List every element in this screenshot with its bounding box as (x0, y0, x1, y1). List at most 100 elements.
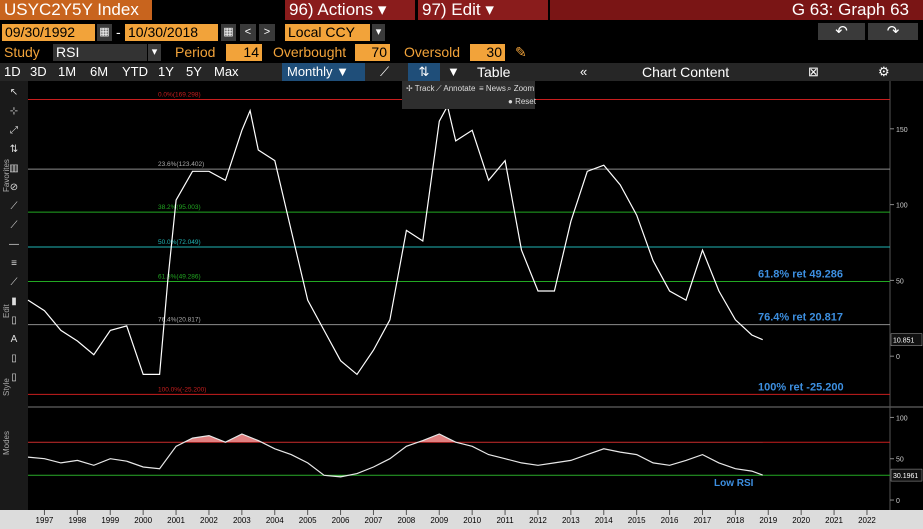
tab-bar (0, 63, 923, 81)
period[interactable]: 14 (226, 44, 262, 61)
annotation: Low RSI (714, 478, 754, 489)
series-line (27, 104, 763, 376)
tab[interactable]: 1Y (158, 63, 174, 81)
pencil-icon[interactable]: ✎ (515, 44, 527, 60)
tool-label: Reset (515, 97, 536, 106)
level-label: 100.0%(-25.200) (158, 386, 206, 393)
oversold-shading (28, 475, 763, 477)
x-tick-label: 2011 (496, 516, 514, 525)
edit-icon[interactable]: ⊠ (808, 64, 819, 79)
x-tick-label: 2018 (726, 516, 744, 525)
tool-icon: ⤢ (10, 125, 18, 136)
tool-label: Annotate (443, 84, 476, 93)
dropdown[interactable]: ▾ (372, 24, 385, 41)
graph-title: G 63: Graph 63 (550, 0, 923, 20)
oversold[interactable]: 30 (470, 44, 505, 61)
tab[interactable]: 6M (90, 63, 108, 81)
start-date[interactable]: 09/30/1992 (2, 24, 95, 41)
news[interactable]: ≡ News (479, 84, 506, 93)
side-label: Style (2, 378, 11, 396)
tab-label: 1M (58, 64, 77, 79)
overbought-label: Overbought (273, 44, 347, 60)
tab[interactable]: YTD (122, 63, 148, 81)
side-label: Modes (2, 430, 11, 455)
tool-icon: ▯ (11, 372, 17, 383)
x-tick-label: 2022 (858, 516, 876, 525)
y-tick-label: 100 (896, 203, 908, 210)
tool-icon: — (9, 239, 19, 250)
actions-label: 96) Actions (289, 0, 374, 19)
level-label: 38.2%(95.003) (158, 204, 201, 211)
tab[interactable]: 1D (4, 63, 21, 81)
tool-icon: ⊘ (10, 182, 18, 193)
redo[interactable]: ↷ (868, 23, 918, 40)
tab-label: 1Y (158, 64, 174, 79)
level-label: 23.6%(123.402) (158, 161, 204, 168)
tool-icon: ▯ (11, 315, 17, 326)
next-button[interactable]: > (259, 24, 275, 41)
annotation: 100% ret -25.200 (758, 381, 844, 393)
tool-icon: ▯ (11, 353, 17, 364)
reset[interactable]: ● Reset (508, 97, 536, 106)
dropdown[interactable]: ▼ (447, 64, 460, 79)
ticker[interactable]: USYC2Y5Y Index (0, 0, 152, 20)
annotate[interactable]: ⟋ Annotate (436, 84, 476, 93)
y-tick-label: 0 (896, 498, 900, 505)
tool-icon: ≡ (11, 258, 17, 269)
currency[interactable]: Local CCY (285, 24, 370, 41)
tab[interactable]: Max (214, 63, 239, 81)
x-tick-label: 2021 (825, 516, 843, 525)
end-date[interactable]: 10/30/2018 (125, 24, 218, 41)
x-tick-label: 1999 (101, 516, 119, 525)
prev-button[interactable]: < (240, 24, 256, 41)
overbought[interactable]: 70 (355, 44, 390, 61)
tab[interactable]: 5Y (186, 63, 202, 81)
x-tick-label: 2009 (430, 516, 448, 525)
chart-content[interactable]: Chart Content (642, 64, 730, 80)
tool-label: Track (414, 84, 435, 93)
x-tick-label: 2015 (628, 516, 646, 525)
track[interactable]: ✢ Track (406, 84, 435, 93)
tool-icon: A (11, 334, 18, 345)
last-value-box (890, 333, 923, 346)
bar-icon[interactable]: ⇅ (408, 63, 440, 81)
side-label: Edit (2, 304, 11, 318)
x-tick-label: 2005 (299, 516, 317, 525)
collapse[interactable]: « (580, 64, 588, 79)
calendar-icon[interactable]: ▦ (221, 24, 236, 41)
level-label: 61.8%(49.286) (158, 273, 201, 280)
tool-icon: ⟋ (11, 201, 18, 212)
y-tick-label: 0 (896, 354, 900, 361)
dropdown[interactable]: ▾ (148, 44, 161, 61)
calendar-icon[interactable]: ▦ (97, 24, 112, 41)
tool-label: Zoom (513, 84, 535, 93)
annotation: 76.4% ret 20.817 (758, 312, 843, 324)
zoom[interactable]: ⌕ Zoom (507, 84, 535, 93)
tab[interactable]: 1M (58, 63, 76, 81)
x-tick-label: 1997 (36, 516, 54, 525)
settings-icon[interactable]: ⚙ (878, 64, 890, 79)
table-button[interactable]: Table (477, 64, 511, 80)
y-tick-label: 100 (896, 415, 908, 422)
tool-icon: ▮ (11, 296, 17, 307)
last-value-label: 30.1961 (893, 473, 918, 480)
edit-menu[interactable]: 97) Edit ▾ (418, 0, 548, 20)
tab[interactable]: Monthly ▼ (282, 63, 365, 81)
x-tick-label: 2013 (562, 516, 580, 525)
oversold-label: Oversold (404, 44, 461, 60)
side-toolbar (0, 81, 28, 511)
line-icon[interactable]: ⟋ (380, 64, 390, 79)
study[interactable]: RSI (53, 44, 147, 61)
level-label: 50.0%(72.049) (158, 239, 201, 246)
level-label: 0.0%(169.298) (158, 92, 201, 99)
tab-label: 6M (90, 64, 109, 79)
side-label: Favorites (2, 159, 11, 192)
actions-menu[interactable]: 96) Actions ▾ (285, 0, 415, 20)
tab[interactable]: 3D (30, 63, 47, 81)
undo[interactable]: ↶ (818, 23, 865, 40)
x-tick-label: 2020 (792, 516, 810, 525)
x-tick-label: 2010 (463, 516, 481, 525)
tab-label: 5Y (186, 64, 202, 79)
x-tick-label: 1998 (68, 516, 86, 525)
x-tick-label: 2007 (365, 516, 383, 525)
